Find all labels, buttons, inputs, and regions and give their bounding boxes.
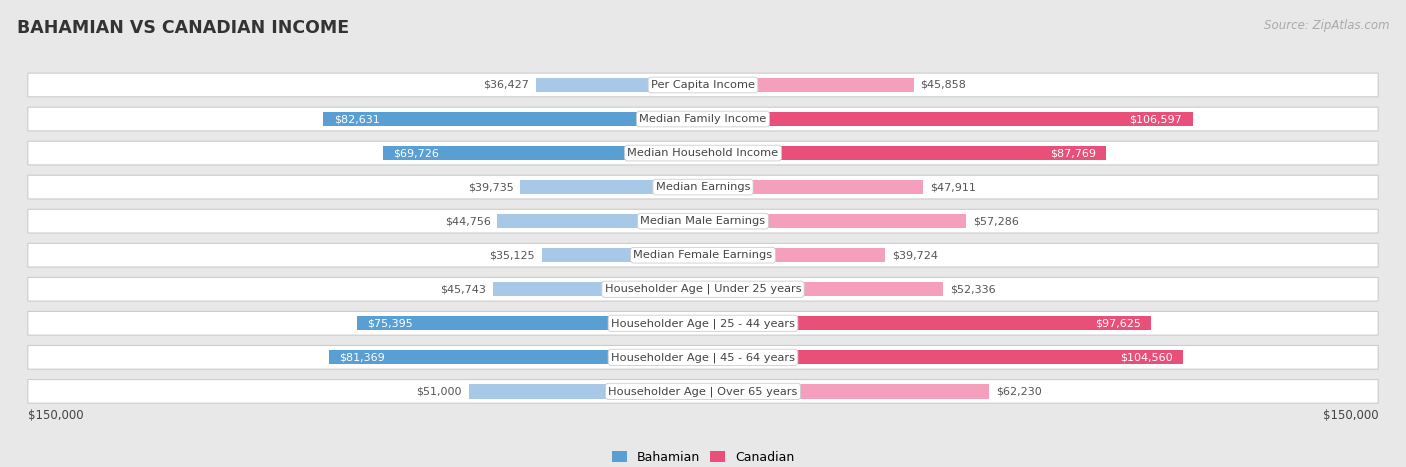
Text: $104,560: $104,560 [1121,352,1173,362]
FancyBboxPatch shape [28,73,1378,97]
Bar [703,112,1192,126]
Bar [703,78,914,92]
Text: Householder Age | Under 25 years: Householder Age | Under 25 years [605,284,801,295]
Text: $45,743: $45,743 [440,284,486,294]
Bar [703,180,924,194]
Bar [703,316,1152,331]
Bar [520,180,703,194]
Text: $150,000: $150,000 [1323,410,1378,422]
Text: $106,597: $106,597 [1129,114,1182,124]
FancyBboxPatch shape [28,107,1378,131]
Legend: Bahamian, Canadian: Bahamian, Canadian [607,446,799,467]
Bar [703,146,1107,160]
FancyBboxPatch shape [28,380,1378,403]
Bar [703,214,966,228]
Text: $44,756: $44,756 [444,216,491,226]
Text: Source: ZipAtlas.com: Source: ZipAtlas.com [1264,19,1389,32]
Text: $87,769: $87,769 [1050,148,1095,158]
Text: Householder Age | Over 65 years: Householder Age | Over 65 years [609,386,797,396]
Text: $45,858: $45,858 [921,80,966,90]
FancyBboxPatch shape [28,277,1378,301]
Text: Median Household Income: Median Household Income [627,148,779,158]
FancyBboxPatch shape [28,243,1378,267]
Text: $62,230: $62,230 [995,386,1042,396]
Text: Median Earnings: Median Earnings [655,182,751,192]
Text: Median Female Earnings: Median Female Earnings [634,250,772,260]
Text: $150,000: $150,000 [28,410,83,422]
Bar [494,282,703,297]
Text: Householder Age | 25 - 44 years: Householder Age | 25 - 44 years [612,318,794,328]
Text: $69,726: $69,726 [394,148,439,158]
Text: $82,631: $82,631 [333,114,380,124]
Bar [382,146,703,160]
FancyBboxPatch shape [28,175,1378,199]
Bar [703,248,886,262]
Text: Median Male Earnings: Median Male Earnings [641,216,765,226]
Bar [468,384,703,398]
FancyBboxPatch shape [28,209,1378,233]
Text: $81,369: $81,369 [340,352,385,362]
Text: Per Capita Income: Per Capita Income [651,80,755,90]
Text: $39,724: $39,724 [893,250,938,260]
Bar [536,78,703,92]
Bar [541,248,703,262]
Text: $39,735: $39,735 [468,182,513,192]
Bar [498,214,703,228]
Text: $51,000: $51,000 [416,386,461,396]
FancyBboxPatch shape [28,311,1378,335]
Text: $57,286: $57,286 [973,216,1019,226]
Bar [703,384,988,398]
FancyBboxPatch shape [28,141,1378,165]
Text: $97,625: $97,625 [1095,318,1142,328]
Text: $75,395: $75,395 [367,318,413,328]
Bar [329,350,703,364]
FancyBboxPatch shape [28,346,1378,369]
Bar [323,112,703,126]
Text: Median Family Income: Median Family Income [640,114,766,124]
Bar [357,316,703,331]
Bar [703,350,1184,364]
Text: $36,427: $36,427 [482,80,529,90]
Bar [703,282,943,297]
Text: BAHAMIAN VS CANADIAN INCOME: BAHAMIAN VS CANADIAN INCOME [17,19,349,37]
Text: $52,336: $52,336 [950,284,995,294]
Text: $47,911: $47,911 [929,182,976,192]
Text: Householder Age | 45 - 64 years: Householder Age | 45 - 64 years [612,352,794,362]
Text: $35,125: $35,125 [489,250,534,260]
